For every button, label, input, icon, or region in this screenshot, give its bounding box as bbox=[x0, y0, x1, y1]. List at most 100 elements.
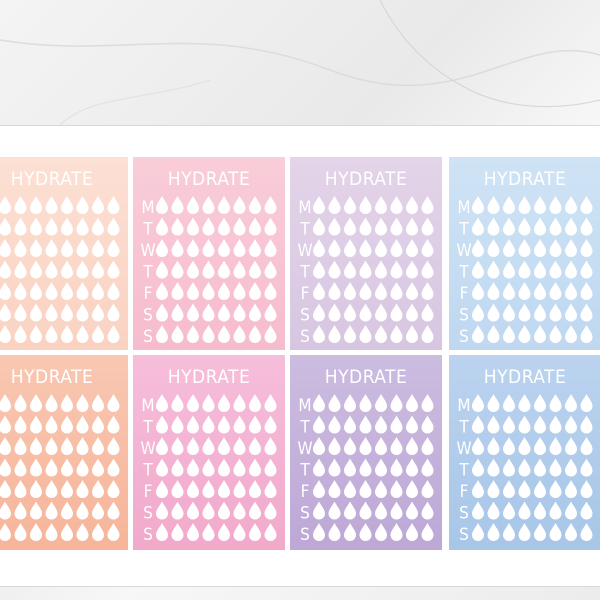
water-drop bbox=[202, 480, 215, 498]
water-drop bbox=[406, 437, 418, 455]
water-drop bbox=[565, 303, 577, 322]
water-drop bbox=[76, 239, 89, 257]
water-drop bbox=[76, 282, 89, 300]
water-drop bbox=[534, 415, 546, 434]
water-drop bbox=[518, 480, 531, 498]
water-drop bbox=[487, 394, 500, 413]
water-drop bbox=[359, 325, 372, 343]
day-letter: S bbox=[300, 306, 310, 326]
water-drop bbox=[45, 458, 58, 477]
water-drop bbox=[344, 458, 356, 477]
day-letter: W bbox=[140, 241, 155, 261]
water-drop bbox=[45, 437, 58, 455]
water-drop bbox=[171, 394, 184, 413]
water-drop bbox=[518, 239, 531, 257]
water-drop bbox=[580, 282, 593, 300]
water-drop bbox=[406, 501, 418, 520]
water-drop bbox=[518, 437, 531, 455]
water-drop bbox=[0, 325, 11, 343]
water-drop bbox=[375, 325, 387, 343]
water-drop bbox=[249, 480, 261, 498]
water-drop bbox=[421, 282, 434, 300]
water-drop bbox=[14, 523, 27, 541]
water-drop bbox=[249, 394, 261, 412]
water-drop bbox=[359, 480, 372, 498]
water-drop bbox=[171, 501, 184, 520]
water-drop bbox=[344, 480, 356, 498]
water-drop bbox=[375, 458, 387, 477]
water-drop bbox=[344, 501, 356, 520]
water-drop bbox=[580, 394, 593, 413]
water-drop bbox=[30, 458, 42, 477]
water-drop bbox=[14, 325, 27, 343]
water-drop bbox=[171, 480, 184, 498]
water-drop bbox=[549, 480, 562, 498]
water-drop bbox=[107, 458, 120, 477]
day-letter: W bbox=[297, 241, 312, 261]
water-drop bbox=[187, 480, 199, 498]
water-drop bbox=[202, 394, 215, 413]
water-drop bbox=[344, 239, 356, 257]
day-letter: T bbox=[299, 461, 310, 481]
water-drop bbox=[92, 282, 104, 300]
water-drop bbox=[518, 217, 531, 236]
water-drop bbox=[0, 196, 11, 214]
water-drop bbox=[233, 458, 246, 477]
day-letter: S bbox=[143, 525, 153, 545]
water-drop bbox=[249, 437, 261, 455]
water-drop bbox=[171, 239, 184, 257]
water-drop bbox=[92, 260, 104, 279]
water-drop bbox=[218, 260, 230, 279]
sticker: HYDRATE bbox=[0, 355, 128, 550]
day-letter: T bbox=[142, 418, 153, 438]
day-letter: W bbox=[140, 439, 155, 459]
water-drop bbox=[503, 437, 515, 455]
water-drop bbox=[503, 523, 515, 541]
water-drop bbox=[156, 437, 168, 455]
water-drop bbox=[92, 501, 104, 520]
water-drop bbox=[107, 282, 120, 300]
water-drop bbox=[328, 282, 341, 300]
water-drop bbox=[249, 325, 261, 343]
water-drop bbox=[61, 415, 73, 434]
water-drop bbox=[313, 217, 325, 236]
water-drop bbox=[14, 260, 27, 279]
water-drop bbox=[92, 239, 104, 257]
water-drop bbox=[472, 303, 484, 322]
day-letter: F bbox=[301, 482, 310, 502]
water-drop bbox=[534, 303, 546, 322]
water-drop bbox=[487, 415, 500, 434]
water-drop bbox=[313, 480, 325, 498]
sticker-title: HYDRATE bbox=[168, 366, 251, 388]
water-drop bbox=[61, 239, 73, 257]
water-drop bbox=[421, 501, 434, 520]
water-drop bbox=[472, 415, 484, 434]
water-drop bbox=[92, 480, 104, 498]
water-drop bbox=[0, 415, 11, 434]
water-drop bbox=[472, 523, 484, 541]
water-drop bbox=[14, 501, 27, 520]
water-drop bbox=[107, 415, 120, 434]
water-drop bbox=[0, 523, 11, 541]
water-drop bbox=[565, 217, 577, 236]
water-drop bbox=[359, 415, 372, 434]
water-drop bbox=[0, 260, 11, 279]
water-drop bbox=[406, 523, 418, 541]
sticker-title: HYDRATE bbox=[325, 168, 408, 190]
water-drop bbox=[14, 458, 27, 477]
water-drop bbox=[92, 217, 104, 236]
water-drop bbox=[92, 458, 104, 477]
water-drop bbox=[313, 415, 325, 434]
water-drop bbox=[487, 260, 500, 279]
water-drop bbox=[45, 523, 58, 541]
water-drop bbox=[421, 458, 434, 477]
water-drop bbox=[45, 239, 58, 257]
water-drop bbox=[390, 282, 403, 300]
water-drop bbox=[61, 260, 73, 279]
water-drop bbox=[313, 303, 325, 322]
water-drop bbox=[549, 394, 562, 413]
water-drop bbox=[390, 217, 403, 236]
water-drop bbox=[472, 325, 484, 343]
water-drop bbox=[487, 303, 500, 322]
